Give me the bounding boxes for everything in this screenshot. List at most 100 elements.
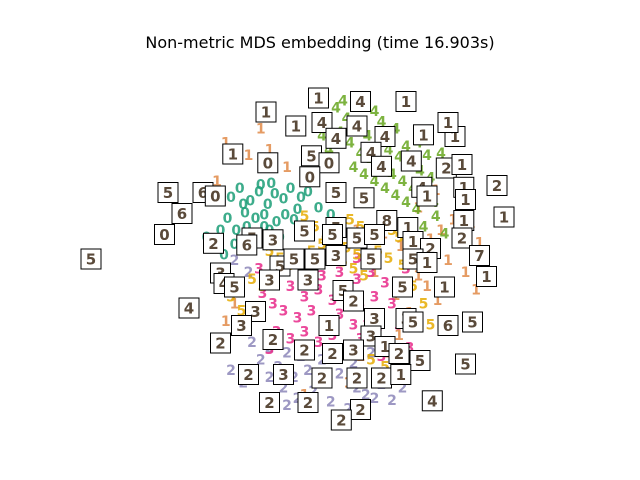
thumbnail-frame	[476, 266, 497, 287]
thumbnail-frame	[325, 127, 347, 149]
data-point-digit-5: 5	[426, 318, 436, 334]
thumbnail-frame	[416, 185, 438, 207]
data-point-digit-4: 4	[436, 146, 446, 162]
data-point-digit-4: 4	[431, 209, 441, 225]
thumbnail-frame	[374, 126, 396, 147]
thumbnail-digit: 4	[366, 144, 376, 162]
data-point-digit-4: 4	[359, 167, 369, 183]
data-point-digit-0: 0	[272, 214, 282, 230]
data-point-digit-0: 0	[240, 206, 250, 222]
thumbnail-image: 5	[462, 311, 483, 333]
thumbnail-image: 2	[346, 367, 368, 389]
data-point-digit-4: 4	[380, 181, 390, 197]
data-point-digit-2: 2	[326, 395, 336, 411]
thumbnail-digit: 3	[236, 317, 246, 335]
data-point-digit-1: 1	[212, 174, 222, 190]
thumbnail-digit: 4	[376, 158, 386, 176]
thumbnail-digit: 2	[327, 345, 337, 363]
data-point-digit-3: 3	[286, 332, 296, 348]
thumbnail-digit: 0	[263, 154, 273, 172]
thumbnail-digit: 1	[460, 191, 470, 209]
thumbnail-frame	[371, 155, 392, 177]
thumbnail-image: 1	[255, 101, 277, 123]
data-point-digit-3: 3	[268, 297, 278, 313]
thumbnail-digit: 1	[439, 279, 449, 297]
thumbnail-digit: 5	[352, 230, 362, 248]
thumbnail-digit: 5	[229, 279, 239, 297]
data-point-digit-0: 0	[223, 211, 233, 227]
data-point-digit-1: 1	[475, 235, 485, 251]
thumbnail-image: 4	[325, 127, 347, 149]
data-point-digit-0: 0	[235, 181, 245, 197]
data-point-digit-1: 1	[396, 239, 406, 255]
thumbnail-frame	[238, 364, 259, 385]
thumbnail-frame	[262, 329, 284, 350]
data-point-digit-2: 2	[398, 381, 408, 397]
data-point-digit-0: 0	[314, 200, 324, 216]
data-point-digit-4: 4	[338, 94, 348, 110]
data-point-digit-2: 2	[226, 363, 236, 379]
thumbnail-frame	[322, 224, 343, 245]
thumbnail-image: 2	[486, 175, 508, 196]
thumbnail-frame	[360, 248, 382, 270]
thumbnail-frame	[297, 392, 319, 413]
thumbnail-digit: 1	[261, 104, 271, 122]
thumbnail-image: 6	[171, 203, 193, 224]
thumbnail-image: 6	[236, 234, 258, 256]
data-point-digit-0: 0	[266, 176, 276, 192]
data-point-digit-0: 0	[303, 185, 313, 201]
thumbnail-digit: 5	[397, 279, 407, 297]
thumbnail-digit: 2	[457, 230, 467, 248]
thumbnail-digit: 4	[331, 130, 341, 148]
thumbnail-image: 5	[224, 276, 245, 298]
thumbnail-frame	[283, 248, 305, 270]
thumbnail-frame	[437, 315, 459, 336]
thumbnail-image: 4	[350, 91, 371, 112]
thumbnail-image: 5	[409, 350, 431, 371]
data-point-digit-1: 1	[282, 160, 292, 176]
data-point-digit-5: 5	[352, 248, 362, 264]
thumbnail-frame	[346, 367, 368, 389]
data-point-digit-2: 2	[303, 363, 313, 379]
data-point-digit-1: 1	[230, 297, 240, 313]
thumbnail-digit: 2	[299, 342, 309, 360]
thumbnail-digit: 2	[336, 412, 346, 430]
data-point-digit-0: 0	[230, 237, 240, 253]
thumbnail-digit: 2	[348, 293, 358, 311]
thumbnail-digit: 2	[355, 401, 365, 419]
data-point-digit-3: 3	[380, 276, 390, 292]
thumbnail-digit: 1	[459, 212, 469, 230]
thumbnail-digit: 5	[408, 251, 418, 269]
thumbnail-frame	[222, 143, 244, 165]
thumbnail-image: 3	[297, 269, 319, 291]
data-point-digit-2: 2	[349, 356, 359, 372]
thumbnail-image: 5	[364, 224, 385, 245]
data-point-digit-3: 3	[370, 290, 380, 306]
thumbnail-digit: 5	[306, 147, 316, 165]
thumbnail-digit: 6	[242, 237, 252, 255]
data-point-digit-1: 1	[413, 200, 423, 216]
thumbnail-digit: 3	[366, 328, 376, 346]
data-point-digit-5: 5	[345, 213, 355, 229]
thumbnail-image: 2	[297, 392, 319, 413]
data-point-digit-4: 4	[324, 143, 334, 159]
thumbnail-digit: 2	[425, 240, 435, 258]
thumbnail-frame	[262, 229, 284, 251]
thumbnail-digit: 1	[228, 146, 238, 164]
data-point-digit-4: 4	[370, 104, 380, 120]
data-point-digit-4: 4	[317, 129, 327, 145]
thumbnail-digit: 5	[86, 251, 96, 269]
data-point-digit-2: 2	[366, 346, 376, 362]
thumbnail-frame	[154, 224, 175, 245]
thumbnail-image: 5	[325, 182, 347, 203]
data-point-digit-2: 2	[265, 370, 275, 386]
thumbnail-digit: 5	[331, 184, 341, 202]
thumbnail-image: 3	[231, 315, 252, 336]
thumbnail-image: 2	[203, 232, 224, 254]
thumbnail-image: 6	[437, 315, 459, 336]
thumbnail-image: 1	[493, 206, 515, 228]
thumbnail-frame	[395, 91, 417, 112]
thumbnail-frame	[455, 189, 476, 210]
thumbnail-digit: 1	[422, 188, 432, 206]
